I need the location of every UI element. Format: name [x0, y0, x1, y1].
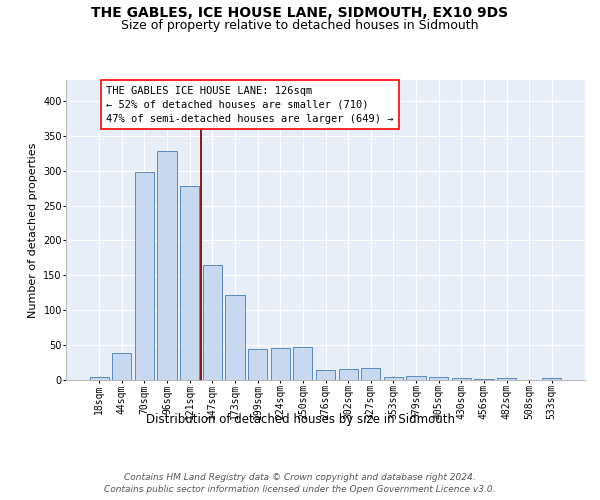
Bar [497, 378, 516, 380]
Bar [384, 376, 403, 380]
Bar [452, 378, 471, 380]
Bar [474, 378, 494, 380]
Bar [271, 348, 290, 380]
Text: Distribution of detached houses by size in Sidmouth: Distribution of detached houses by size … [146, 412, 455, 426]
Text: Contains HM Land Registry data © Crown copyright and database right 2024.
Contai: Contains HM Land Registry data © Crown c… [104, 472, 496, 494]
Bar [135, 172, 154, 380]
Bar [429, 376, 448, 380]
Bar [203, 265, 222, 380]
Bar [226, 295, 245, 380]
Bar [406, 376, 425, 380]
Bar [89, 377, 109, 380]
Bar [157, 151, 177, 380]
Bar [542, 378, 562, 380]
Bar [112, 354, 131, 380]
Text: THE GABLES, ICE HOUSE LANE, SIDMOUTH, EX10 9DS: THE GABLES, ICE HOUSE LANE, SIDMOUTH, EX… [91, 6, 509, 20]
Bar [180, 186, 199, 380]
Bar [316, 370, 335, 380]
Bar [248, 350, 267, 380]
Bar [338, 369, 358, 380]
Bar [293, 347, 313, 380]
Bar [361, 368, 380, 380]
Y-axis label: Number of detached properties: Number of detached properties [28, 142, 38, 318]
Text: THE GABLES ICE HOUSE LANE: 126sqm
← 52% of detached houses are smaller (710)
47%: THE GABLES ICE HOUSE LANE: 126sqm ← 52% … [106, 86, 394, 124]
Text: Size of property relative to detached houses in Sidmouth: Size of property relative to detached ho… [121, 18, 479, 32]
